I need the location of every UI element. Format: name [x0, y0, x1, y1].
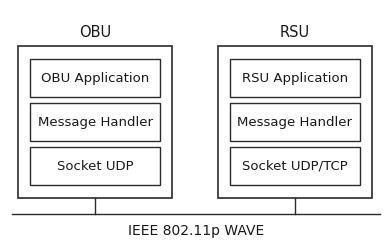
Bar — [30, 59, 160, 97]
Bar — [18, 46, 172, 198]
Bar — [230, 147, 360, 185]
Text: RSU Application: RSU Application — [242, 72, 348, 85]
Text: OBU: OBU — [79, 25, 111, 40]
Text: IEEE 802.11p WAVE: IEEE 802.11p WAVE — [128, 224, 264, 238]
Bar — [30, 103, 160, 141]
Text: Socket UDP: Socket UDP — [57, 160, 133, 173]
Text: Socket UDP/TCP: Socket UDP/TCP — [242, 160, 348, 173]
Bar — [230, 103, 360, 141]
Bar — [30, 147, 160, 185]
Text: RSU: RSU — [280, 25, 310, 40]
Text: OBU Application: OBU Application — [41, 72, 149, 85]
Bar — [218, 46, 372, 198]
Text: Message Handler: Message Handler — [38, 116, 152, 129]
Text: Message Handler: Message Handler — [238, 116, 352, 129]
Bar — [230, 59, 360, 97]
